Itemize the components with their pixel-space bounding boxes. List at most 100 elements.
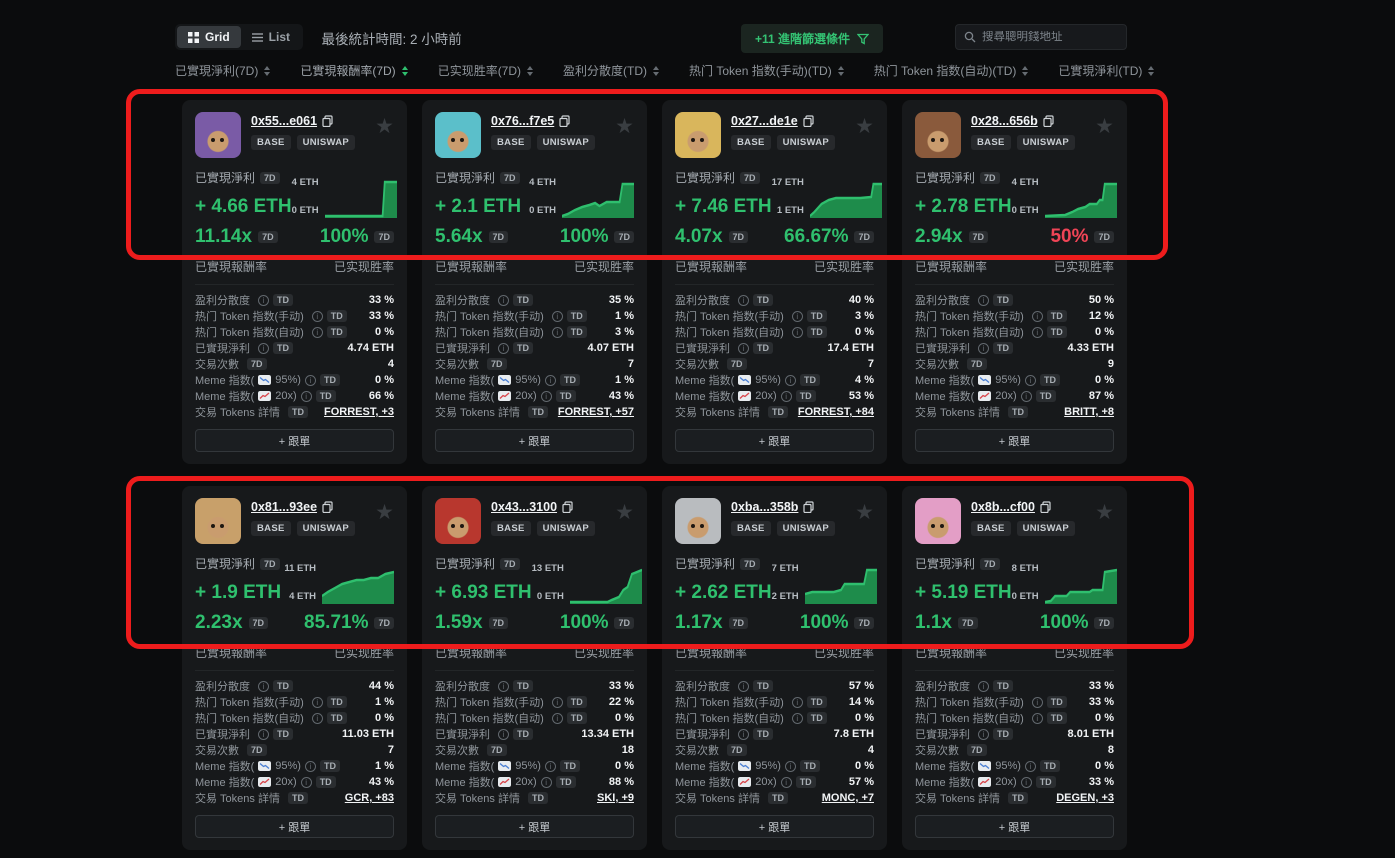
info-icon[interactable]	[311, 712, 323, 724]
info-icon[interactable]	[258, 342, 269, 354]
info-icon[interactable]	[780, 390, 792, 402]
advanced-filter-button[interactable]: +11 進階篩選條件	[741, 24, 884, 53]
info-icon[interactable]	[1031, 326, 1043, 338]
wallet-address-link[interactable]: 0x43...3100	[491, 500, 558, 514]
follow-button[interactable]: + 跟單	[915, 429, 1114, 452]
copy-icon[interactable]	[803, 115, 814, 127]
info-icon[interactable]	[738, 680, 749, 692]
info-icon[interactable]	[311, 326, 323, 338]
detail-value[interactable]: MONC, +7	[821, 792, 874, 804]
detail-value[interactable]: FORREST, +3	[324, 406, 394, 418]
info-icon[interactable]	[540, 390, 552, 402]
info-icon[interactable]	[544, 374, 556, 386]
info-icon[interactable]	[300, 776, 312, 788]
detail-value[interactable]: FORREST, +84	[797, 406, 874, 418]
info-icon[interactable]	[304, 374, 316, 386]
sort-item-hot-token-manual-td[interactable]: 热门 Token 指数(手动)(TD)	[689, 62, 844, 79]
copy-icon[interactable]	[322, 115, 333, 127]
detail-value[interactable]: GCR, +83	[344, 792, 394, 804]
info-icon[interactable]	[791, 712, 803, 724]
list-view-button[interactable]: List	[241, 26, 301, 48]
info-icon[interactable]	[738, 728, 749, 740]
follow-button[interactable]: + 跟單	[195, 815, 394, 838]
info-icon[interactable]	[498, 342, 509, 354]
info-icon[interactable]	[300, 390, 312, 402]
copy-icon[interactable]	[1043, 115, 1054, 127]
info-icon[interactable]	[258, 680, 269, 692]
info-icon[interactable]	[498, 680, 509, 692]
info-icon[interactable]	[544, 760, 556, 772]
wallet-address-link[interactable]: 0x81...93ee	[251, 500, 318, 514]
sort-item-win-rate-7d[interactable]: 已实现胜率(7D)	[438, 62, 534, 79]
info-icon[interactable]	[498, 294, 509, 306]
info-icon[interactable]	[780, 776, 792, 788]
info-icon[interactable]	[540, 776, 552, 788]
info-icon[interactable]	[738, 342, 749, 354]
info-icon[interactable]	[784, 374, 796, 386]
follow-button[interactable]: + 跟單	[675, 815, 874, 838]
info-icon[interactable]	[784, 760, 796, 772]
info-icon[interactable]	[551, 712, 563, 724]
info-icon[interactable]	[498, 728, 509, 740]
wallet-address-link[interactable]: 0x28...656b	[971, 114, 1038, 128]
favorite-star-icon[interactable]: ★	[1095, 115, 1114, 138]
info-icon[interactable]	[1024, 374, 1036, 386]
info-icon[interactable]	[258, 728, 269, 740]
sort-item-realized-roi-7d[interactable]: 已實現報酬率(7D)	[300, 62, 408, 79]
info-icon[interactable]	[1020, 776, 1032, 788]
info-icon[interactable]	[311, 696, 323, 708]
favorite-star-icon[interactable]: ★	[1095, 501, 1114, 524]
favorite-star-icon[interactable]: ★	[855, 501, 874, 524]
copy-icon[interactable]	[803, 501, 815, 513]
grid-view-button[interactable]: Grid	[177, 26, 241, 48]
detail-value[interactable]: BRITT, +8	[1064, 406, 1114, 418]
info-icon[interactable]	[1031, 310, 1043, 322]
search-input[interactable]	[982, 31, 1118, 43]
info-icon[interactable]	[978, 728, 989, 740]
follow-button[interactable]: + 跟單	[435, 815, 634, 838]
favorite-star-icon[interactable]: ★	[855, 115, 874, 138]
sort-item-hot-token-auto-td[interactable]: 热门 Token 指数(自动)(TD)	[874, 62, 1029, 79]
info-icon[interactable]	[1031, 712, 1043, 724]
sort-item-realized-profit-td[interactable]: 已實現淨利(TD)	[1058, 62, 1155, 79]
info-icon[interactable]	[258, 294, 269, 306]
info-icon[interactable]	[978, 294, 989, 306]
wallet-address-link[interactable]: 0x76...f7e5	[491, 114, 555, 128]
info-icon[interactable]	[978, 680, 989, 692]
detail-value[interactable]: FORREST, +57	[557, 406, 634, 418]
favorite-star-icon[interactable]: ★	[375, 115, 394, 138]
follow-button[interactable]: + 跟單	[915, 815, 1114, 838]
sort-item-profit-dispersion-td[interactable]: 盈利分散度(TD)	[563, 62, 660, 79]
wallet-address-link[interactable]: 0x27...de1e	[731, 114, 798, 128]
copy-icon[interactable]	[322, 501, 333, 513]
favorite-star-icon[interactable]: ★	[615, 115, 634, 138]
info-icon[interactable]	[738, 294, 749, 306]
detail-value[interactable]: SKI, +9	[597, 792, 634, 804]
info-icon[interactable]	[551, 326, 563, 338]
info-icon[interactable]	[978, 342, 989, 354]
wallet-address-link[interactable]: 0x55...e061	[251, 114, 318, 128]
detail-label: 交易次數	[675, 359, 719, 371]
wallet-address-link[interactable]: 0x8b...cf00	[971, 500, 1035, 514]
info-icon[interactable]	[1020, 390, 1032, 402]
info-icon[interactable]	[551, 310, 563, 322]
wallet-address-link[interactable]: 0xba...358b	[731, 500, 799, 514]
info-icon[interactable]	[1024, 760, 1036, 772]
info-icon[interactable]	[551, 696, 563, 708]
info-icon[interactable]	[1031, 696, 1043, 708]
detail-value[interactable]: DEGEN, +3	[1056, 792, 1114, 804]
follow-button[interactable]: + 跟單	[435, 429, 634, 452]
info-icon[interactable]	[311, 310, 323, 322]
follow-button[interactable]: + 跟單	[195, 429, 394, 452]
info-icon[interactable]	[304, 760, 316, 772]
info-icon[interactable]	[791, 326, 803, 338]
copy-icon[interactable]	[559, 115, 570, 127]
sort-item-realized-profit-7d[interactable]: 已實現淨利(7D)	[175, 62, 271, 79]
copy-icon[interactable]	[1040, 501, 1051, 513]
follow-button[interactable]: + 跟單	[675, 429, 874, 452]
favorite-star-icon[interactable]: ★	[615, 501, 634, 524]
copy-icon[interactable]	[562, 501, 573, 513]
favorite-star-icon[interactable]: ★	[375, 501, 394, 524]
info-icon[interactable]	[791, 310, 803, 322]
info-icon[interactable]	[791, 696, 803, 708]
